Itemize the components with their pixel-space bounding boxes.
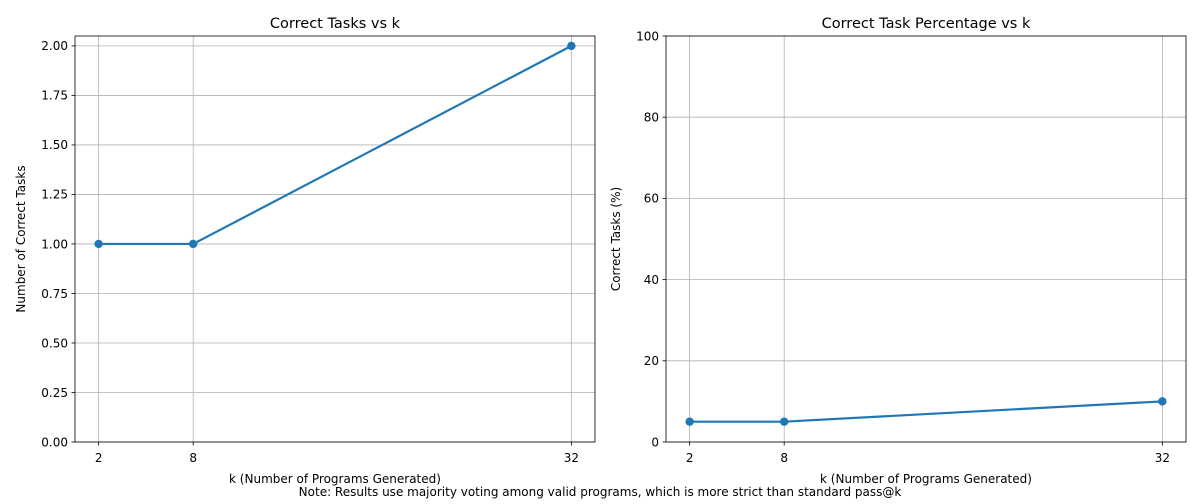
y-tick-label: 0: [651, 435, 659, 449]
x-tick-label: 32: [564, 451, 579, 465]
x-axis-label: k (Number of Programs Generated): [820, 472, 1032, 486]
x-tick-label: 8: [189, 451, 197, 465]
chart-title: Correct Task Percentage vs k: [822, 16, 1031, 32]
y-tick-label: 0.50: [41, 336, 68, 350]
chart-panel-2: 0 20 40 60 80 100 2 8 32 Correct Task Percentage …: [609, 16, 1187, 486]
axes-frame: [74, 35, 596, 443]
chart-title: Correct Tasks vs k: [270, 16, 401, 32]
axes-frame: [665, 35, 1187, 443]
chart-panel-1: 0.00 0.25 0.50 0.75 1.00 1.25 1.50 1.75 2.00 2 8 32…: [14, 16, 596, 486]
y-tick-label: 1.50: [41, 138, 68, 152]
y-tick-label: 20: [644, 354, 659, 368]
x-tick-label: 32: [1155, 451, 1170, 465]
y-axis-label: Number of Correct Tasks: [14, 165, 28, 312]
data-point: [779, 417, 789, 426]
data-point: [188, 239, 198, 249]
y-tick-label: 0.25: [41, 386, 68, 400]
data-point: [685, 417, 694, 426]
x-tick-label: 2: [95, 451, 103, 465]
data-point: [567, 41, 576, 51]
y-tick-label: 1.00: [41, 237, 68, 251]
y-tick-label: 100: [636, 29, 659, 43]
y-tick-label: 80: [644, 111, 659, 125]
y-tick-label: 40: [644, 273, 659, 287]
y-tick-label: 2.00: [41, 39, 68, 53]
y-tick-label: 60: [644, 192, 659, 206]
x-tick-label: 2: [686, 451, 694, 465]
y-tick-label: 1.25: [41, 188, 68, 202]
y-tick-label: 0.00: [41, 435, 68, 449]
data-point: [1158, 397, 1167, 406]
y-axis-label: Correct Tasks (%): [609, 187, 623, 291]
footnote: Note: Results use majority voting among …: [299, 485, 902, 499]
x-tick-label: 8: [780, 451, 788, 465]
y-tick-label: 1.75: [41, 89, 68, 103]
data-point: [94, 239, 103, 249]
series-line: [688, 400, 1164, 423]
x-axis-label: k (Number of Programs Generated): [229, 472, 441, 486]
y-tick-label: 0.75: [41, 287, 68, 301]
